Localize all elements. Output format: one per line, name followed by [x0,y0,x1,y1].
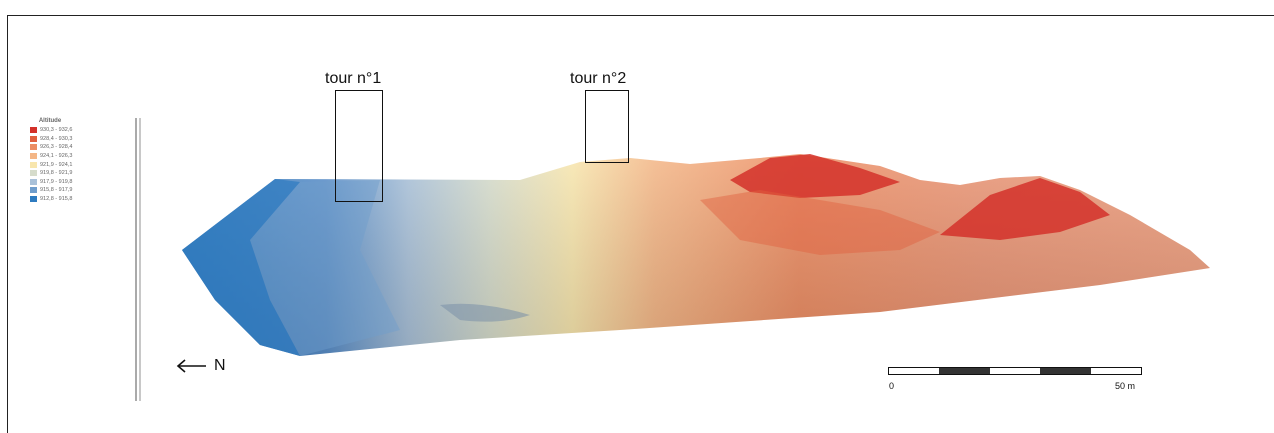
legend-swatch [30,196,37,203]
scale-segment [989,368,1041,374]
scale-end-label: 50 m [1115,381,1136,391]
legend-item: 924,1 - 926,3 [30,152,130,161]
tower-1-label: tour n°1 [325,70,382,87]
legend-rows: 930,3 - 932,6 928,4 - 930,3 926,3 - 928,4 9… [30,126,130,203]
legend-label: 912,8 - 915,8 [40,196,73,203]
legend-swatch [30,153,37,160]
legend-item: 928,4 - 930,3 [30,135,130,144]
north-arrow: N [176,357,226,375]
legend-label: 915,8 - 917,9 [40,187,73,194]
left-arrow-icon [176,359,206,373]
legend-label: 919,8 - 921,9 [40,170,73,177]
legend-swatch [30,127,37,134]
scale-segment [1040,368,1091,374]
legend-item: 912,8 - 915,8 [30,195,130,204]
legend-label: 928,4 - 930,3 [40,135,73,142]
scale-segment [889,368,940,374]
tower-2-label: tour n°2 [570,70,627,87]
tower-2-marker [585,90,629,163]
frame-top-border [7,15,1274,16]
tower-1-marker [335,90,383,202]
legend-item: 919,8 - 921,9 [30,169,130,178]
legend-label: 917,9 - 919,8 [40,178,73,185]
legend-swatch [30,144,37,151]
scale-segment [939,368,990,374]
legend-label: 924,1 - 926,3 [40,153,73,160]
legend-swatch [30,178,37,185]
legend-label: 930,3 - 932,6 [40,127,73,134]
legend-label: 926,3 - 928,4 [40,144,73,151]
legend-swatch [30,187,37,194]
legend-swatch [30,170,37,177]
legend-item: 917,9 - 919,8 [30,178,130,187]
scale-start-label: 0 [889,381,895,391]
legend-item: 921,9 - 924,1 [30,160,130,169]
scale-segment [1090,368,1142,374]
scale-bar [888,367,1142,375]
altitude-legend: Altitude 930,3 - 932,6 928,4 - 930,3 926,3… [30,118,130,203]
frame-left-border [7,15,8,433]
legend-item: 930,3 - 932,6 [30,126,130,135]
legend-item: 926,3 - 928,4 [30,143,130,152]
legend-item: 915,8 - 917,9 [30,186,130,195]
legend-swatch [30,135,37,142]
legend-title: Altitude [38,118,62,124]
legend-swatch [30,161,37,168]
terrain-surface [182,154,1210,356]
legend-divider-shadow [139,118,141,401]
legend-divider [135,118,137,401]
north-label: N [214,357,226,374]
legend-label: 921,9 - 924,1 [40,161,73,168]
